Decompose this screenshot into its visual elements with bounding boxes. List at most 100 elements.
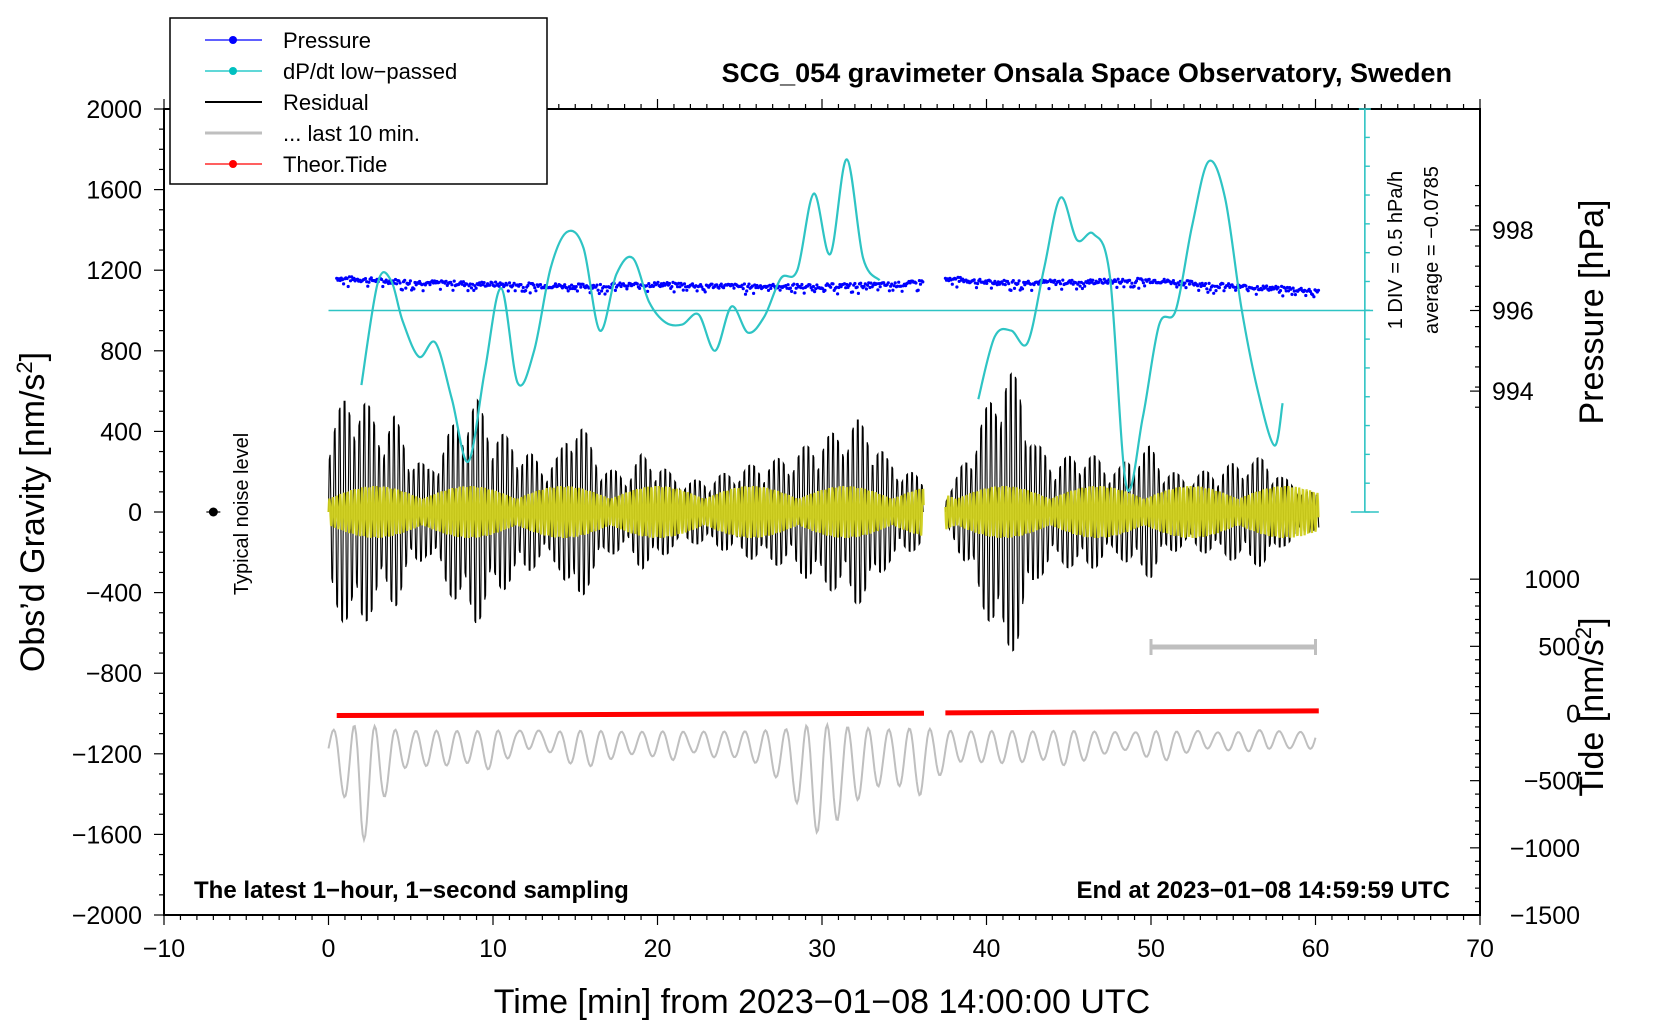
pressure-point bbox=[490, 281, 494, 285]
residual-filtered-line bbox=[944, 486, 1320, 538]
pressure-point bbox=[1077, 280, 1081, 284]
pressure-point bbox=[466, 289, 470, 293]
legend-item: Residual bbox=[205, 90, 369, 115]
pressure-point bbox=[921, 280, 925, 284]
pressure-point bbox=[444, 279, 448, 283]
pressure-point bbox=[1227, 282, 1231, 286]
pressure-point bbox=[521, 285, 525, 290]
pressure-point bbox=[1121, 277, 1125, 281]
pressure-tick-label: 996 bbox=[1492, 298, 1534, 326]
pressure-point bbox=[605, 289, 609, 293]
pressure-point bbox=[1116, 277, 1120, 281]
pressure-point bbox=[1204, 282, 1208, 286]
pressure-point bbox=[461, 280, 465, 284]
pressure-point bbox=[877, 282, 881, 286]
pressure-point bbox=[769, 286, 773, 290]
pressure-point bbox=[790, 289, 794, 293]
pressure-point bbox=[533, 286, 537, 290]
pressure-point bbox=[863, 282, 867, 286]
y-tick-label: −800 bbox=[86, 660, 142, 688]
pressure-point bbox=[494, 280, 498, 284]
pressure-point bbox=[428, 283, 432, 287]
pressure-point bbox=[955, 285, 959, 289]
theor-tide-line bbox=[336, 710, 924, 719]
dpdt-line bbox=[360, 158, 881, 463]
pressure-point bbox=[603, 292, 607, 296]
pressure-point bbox=[802, 291, 806, 295]
noise-level-marker bbox=[206, 507, 221, 517]
legend-swatch-dot bbox=[229, 160, 237, 168]
pressure-point bbox=[1260, 288, 1264, 292]
pressure-point bbox=[1020, 287, 1025, 291]
pressure-point bbox=[472, 288, 476, 292]
pressure-point bbox=[380, 277, 384, 282]
pressure-tick-label: 994 bbox=[1492, 378, 1534, 406]
pressure-point bbox=[1017, 279, 1021, 283]
pressure-point bbox=[1278, 289, 1283, 293]
pressure-point bbox=[507, 281, 512, 285]
pressure-point bbox=[625, 287, 629, 291]
pressure-point bbox=[793, 291, 797, 295]
pressure-point bbox=[811, 284, 816, 289]
dpdt-line bbox=[977, 159, 1284, 492]
pressure-point bbox=[1208, 288, 1212, 292]
pressure-point bbox=[1206, 290, 1210, 294]
pressure-point bbox=[814, 287, 818, 291]
pressure-point bbox=[528, 291, 532, 295]
tide-axis: −1500 −1000 −500 0 500 1000 bbox=[1470, 566, 1580, 930]
pressure-point bbox=[758, 284, 763, 288]
pressure-point bbox=[512, 281, 516, 285]
pressure-point bbox=[747, 282, 751, 286]
pressure-point bbox=[1053, 278, 1057, 282]
pressure-point bbox=[1183, 281, 1187, 285]
theor-tide-line bbox=[945, 708, 1319, 716]
pressure-point bbox=[1293, 293, 1297, 297]
y-axis-title-tide-end: ] bbox=[1573, 617, 1611, 626]
pressure-point bbox=[788, 286, 793, 290]
pressure-point bbox=[524, 289, 528, 293]
pressure-point bbox=[823, 288, 827, 292]
pressure-point bbox=[710, 282, 714, 286]
y-axis-title-pressure: Pressure [hPa] bbox=[1573, 200, 1611, 425]
pressure-point bbox=[513, 289, 517, 293]
pressure-point bbox=[638, 286, 642, 290]
pressure-point bbox=[1162, 277, 1166, 281]
x-tick-label: 70 bbox=[1466, 935, 1494, 963]
pressure-point bbox=[1047, 287, 1051, 291]
pressure-point bbox=[395, 282, 399, 286]
pressure-point bbox=[381, 284, 385, 289]
pressure-point bbox=[685, 288, 689, 292]
pressure-point bbox=[745, 289, 749, 293]
pressure-point bbox=[978, 277, 982, 281]
pressure-point bbox=[1265, 284, 1269, 288]
pressure-point bbox=[1137, 286, 1141, 290]
pressure-point bbox=[918, 282, 923, 286]
x-tick-label: 10 bbox=[479, 935, 507, 963]
x-axis-title: Time [min] from 2023−01−08 14:00:00 UTC bbox=[494, 983, 1150, 1020]
pressure-point bbox=[1246, 289, 1250, 293]
pressure-point bbox=[958, 275, 962, 280]
pressure-point bbox=[421, 289, 425, 293]
pressure-point bbox=[746, 284, 750, 289]
pressure-point bbox=[1197, 288, 1201, 292]
chart-title: SCG_054 gravimeter Onsala Space Observat… bbox=[722, 58, 1452, 88]
pressure-point bbox=[1134, 279, 1139, 283]
pressure-point bbox=[795, 282, 799, 287]
pressure-point bbox=[677, 281, 681, 285]
pressure-point bbox=[350, 275, 354, 279]
pressure-point bbox=[1061, 278, 1065, 282]
pressure-point bbox=[800, 282, 804, 287]
pressure-point bbox=[1212, 291, 1216, 295]
pressure-point bbox=[670, 285, 674, 289]
pressure-point bbox=[1308, 289, 1312, 294]
pressure-point bbox=[1285, 285, 1289, 290]
pressure-point bbox=[1030, 288, 1034, 292]
y-tick-label: −2000 bbox=[72, 902, 142, 930]
y-tick-label: −400 bbox=[86, 580, 142, 608]
pressure-point bbox=[1115, 285, 1119, 289]
pressure-point bbox=[831, 282, 835, 286]
pressure-point bbox=[1122, 285, 1126, 289]
pressure-point bbox=[1291, 286, 1295, 290]
pressure-point bbox=[404, 286, 408, 290]
pressure-point bbox=[1106, 281, 1110, 285]
